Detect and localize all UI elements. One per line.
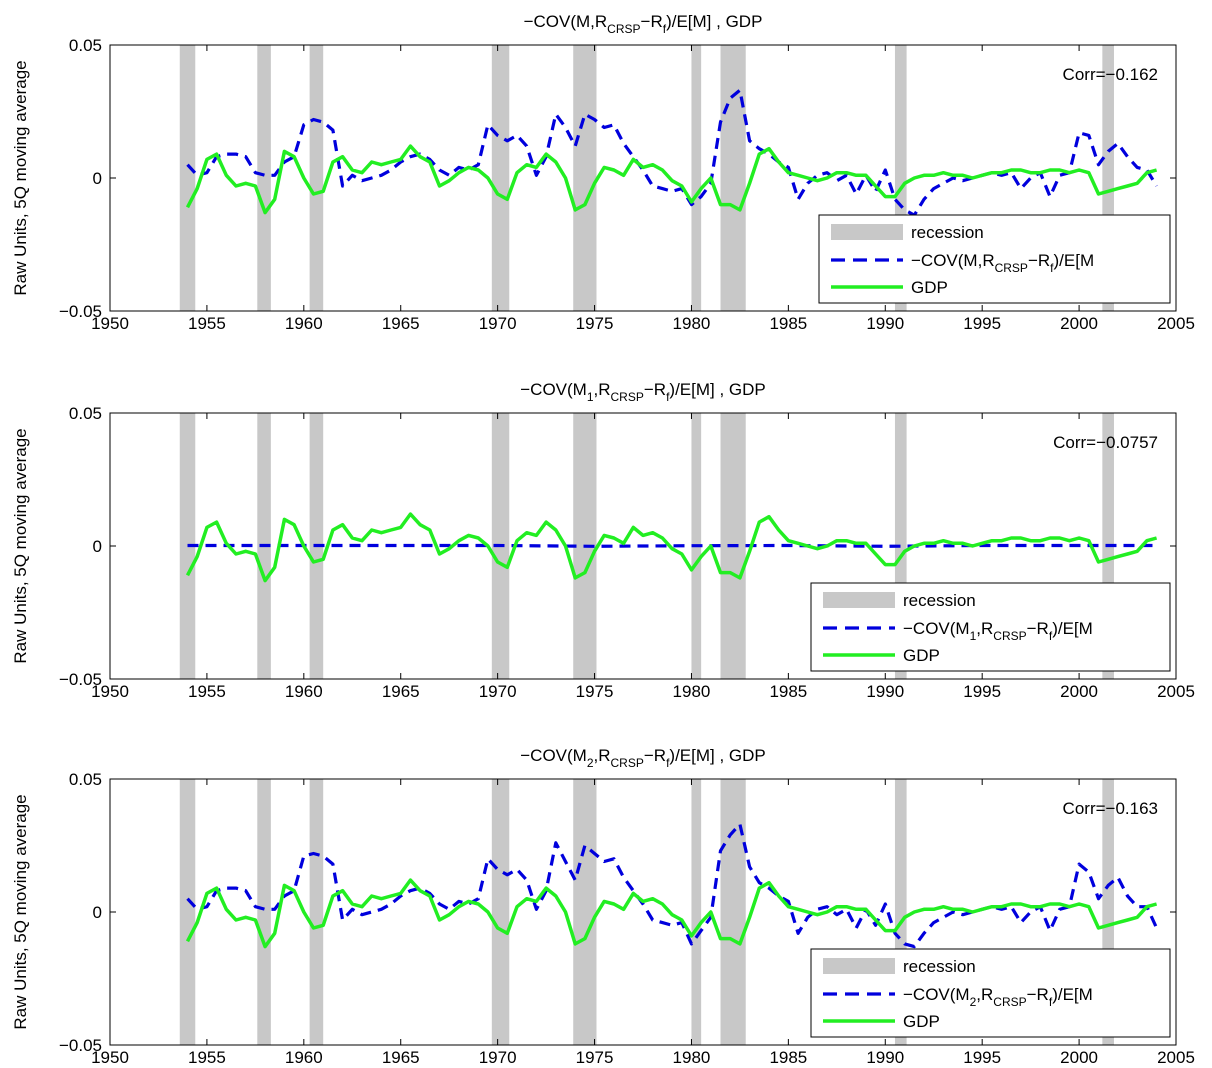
x-tick-label: 1960 (285, 314, 323, 333)
x-tick-label: 1965 (382, 1048, 420, 1067)
series-line-gdp (185, 878, 1158, 949)
subplot-title: −COV(M2,RCRSP−Rf)/E[M] , GDP (520, 746, 766, 770)
recession-band (894, 779, 907, 1045)
x-tick-label: 1975 (576, 1048, 614, 1067)
legend-label-gdp: GDP (903, 1012, 940, 1031)
corr-label: Corr=−0.163 (1063, 799, 1158, 818)
legend-swatch-recession (823, 592, 895, 608)
x-tick-label: 1960 (285, 682, 323, 701)
y-tick-label: 0 (93, 169, 102, 188)
legend-swatch-recession (823, 958, 895, 974)
y-axis-label: Raw Units, 5Q moving average (11, 428, 30, 663)
subplot-3: 1950 1955 1960 1965 1970 1975 1980 1985 1990 1995… (11, 746, 1195, 1067)
legend: recession −COV(M1,RCRSP−Rf)/E[M GDP (810, 582, 1171, 672)
y-axis-label: Raw Units, 5Q moving average (11, 794, 30, 1029)
recession-band (179, 45, 196, 311)
x-tick-label: 1980 (673, 682, 711, 701)
x-tick-label: 2000 (1060, 1048, 1098, 1067)
x-tick-label: 1950 (91, 682, 129, 701)
recession-band (691, 45, 702, 311)
x-tick-label: 1970 (479, 1048, 517, 1067)
legend-label-gdp: GDP (911, 278, 948, 297)
recession-band (491, 45, 510, 311)
subplot-title: −COV(M,RCRSP−Rf)/E[M] , GDP (524, 12, 763, 36)
series-line-cov (186, 88, 1158, 217)
y-tick-label: −0.05 (59, 670, 102, 689)
legend-label-cov: −COV(M1,RCRSP−Rf)/E[M (903, 619, 1093, 643)
legend-label-recession: recession (911, 223, 984, 242)
y-tick-label: 0 (93, 537, 102, 556)
recession-band (894, 45, 907, 311)
recession-band (309, 779, 324, 1045)
x-tick-label: 1975 (576, 314, 614, 333)
x-tick-label: 1985 (769, 314, 807, 333)
recession-band (720, 45, 746, 311)
legend-label-recession: recession (903, 591, 976, 610)
x-tick-label: 1965 (382, 314, 420, 333)
x-tick-label: 1955 (188, 682, 226, 701)
x-tick-label: 1960 (285, 1048, 323, 1067)
corr-label: Corr=−0.162 (1063, 65, 1158, 84)
x-tick-label: 1950 (91, 314, 129, 333)
recession-band (1102, 779, 1114, 1045)
recession-band (720, 779, 746, 1045)
legend-label-gdp: GDP (903, 646, 940, 665)
recession-band (309, 45, 324, 311)
y-tick-label: 0 (93, 903, 102, 922)
y-tick-label: −0.05 (59, 1036, 102, 1055)
legend: recession −COV(M,RCRSP−Rf)/E[M GDP (818, 214, 1171, 304)
series-line-cov (186, 822, 1159, 949)
recession-band (257, 45, 271, 311)
series-line-gdp (185, 512, 1158, 583)
legend-label-cov: −COV(M,RCRSP−Rf)/E[M (911, 251, 1094, 275)
x-tick-label: 1990 (866, 682, 904, 701)
y-tick-label: 0.05 (69, 770, 102, 789)
x-tick-label: 1950 (91, 1048, 129, 1067)
x-tick-label: 1995 (963, 682, 1001, 701)
legend-label-recession: recession (903, 957, 976, 976)
recession-band (257, 779, 271, 1045)
legend-label-cov: −COV(M2,RCRSP−Rf)/E[M (903, 985, 1093, 1009)
legend-swatch-recession (831, 224, 903, 240)
recession-band (573, 779, 597, 1045)
subplot-2: 1950 1955 1960 1965 1970 1975 1980 1985 1990 1995… (11, 380, 1195, 701)
x-tick-label: 1980 (673, 1048, 711, 1067)
recession-band (573, 45, 597, 311)
x-tick-label: 2005 (1157, 314, 1195, 333)
x-tick-label: 1970 (479, 682, 517, 701)
x-tick-label: 2000 (1060, 682, 1098, 701)
y-axis-label: Raw Units, 5Q moving average (11, 60, 30, 295)
recession-band (894, 413, 907, 679)
series-line-cov (187, 543, 1157, 548)
x-tick-label: 2005 (1157, 1048, 1195, 1067)
y-tick-label: 0.05 (69, 36, 102, 55)
x-tick-label: 2000 (1060, 314, 1098, 333)
x-tick-label: 1995 (963, 1048, 1001, 1067)
x-tick-label: 1990 (866, 314, 904, 333)
x-tick-label: 1985 (769, 1048, 807, 1067)
corr-label: Corr=−0.0757 (1053, 433, 1158, 452)
recession-band (691, 779, 702, 1045)
x-tick-label: 1955 (188, 314, 226, 333)
x-tick-label: 1985 (769, 682, 807, 701)
recession-band (1102, 45, 1114, 311)
x-tick-label: 1965 (382, 682, 420, 701)
y-tick-label: −0.05 (59, 302, 102, 321)
x-tick-label: 1990 (866, 1048, 904, 1067)
x-tick-label: 1975 (576, 682, 614, 701)
x-tick-label: 1980 (673, 314, 711, 333)
legend: recession −COV(M2,RCRSP−Rf)/E[M GDP (810, 948, 1171, 1038)
x-tick-label: 1970 (479, 314, 517, 333)
x-tick-label: 1955 (188, 1048, 226, 1067)
subplot-1: 1950 1955 1960 1965 1970 1975 1980 1985 1990 1995… (11, 12, 1195, 333)
y-tick-label: 0.05 (69, 404, 102, 423)
x-tick-label: 1995 (963, 314, 1001, 333)
series-line-gdp (185, 144, 1158, 215)
recession-band (179, 779, 196, 1045)
recession-band (491, 779, 510, 1045)
subplot-title: −COV(M1,RCRSP−Rf)/E[M] , GDP (520, 380, 766, 404)
x-tick-label: 2005 (1157, 682, 1195, 701)
